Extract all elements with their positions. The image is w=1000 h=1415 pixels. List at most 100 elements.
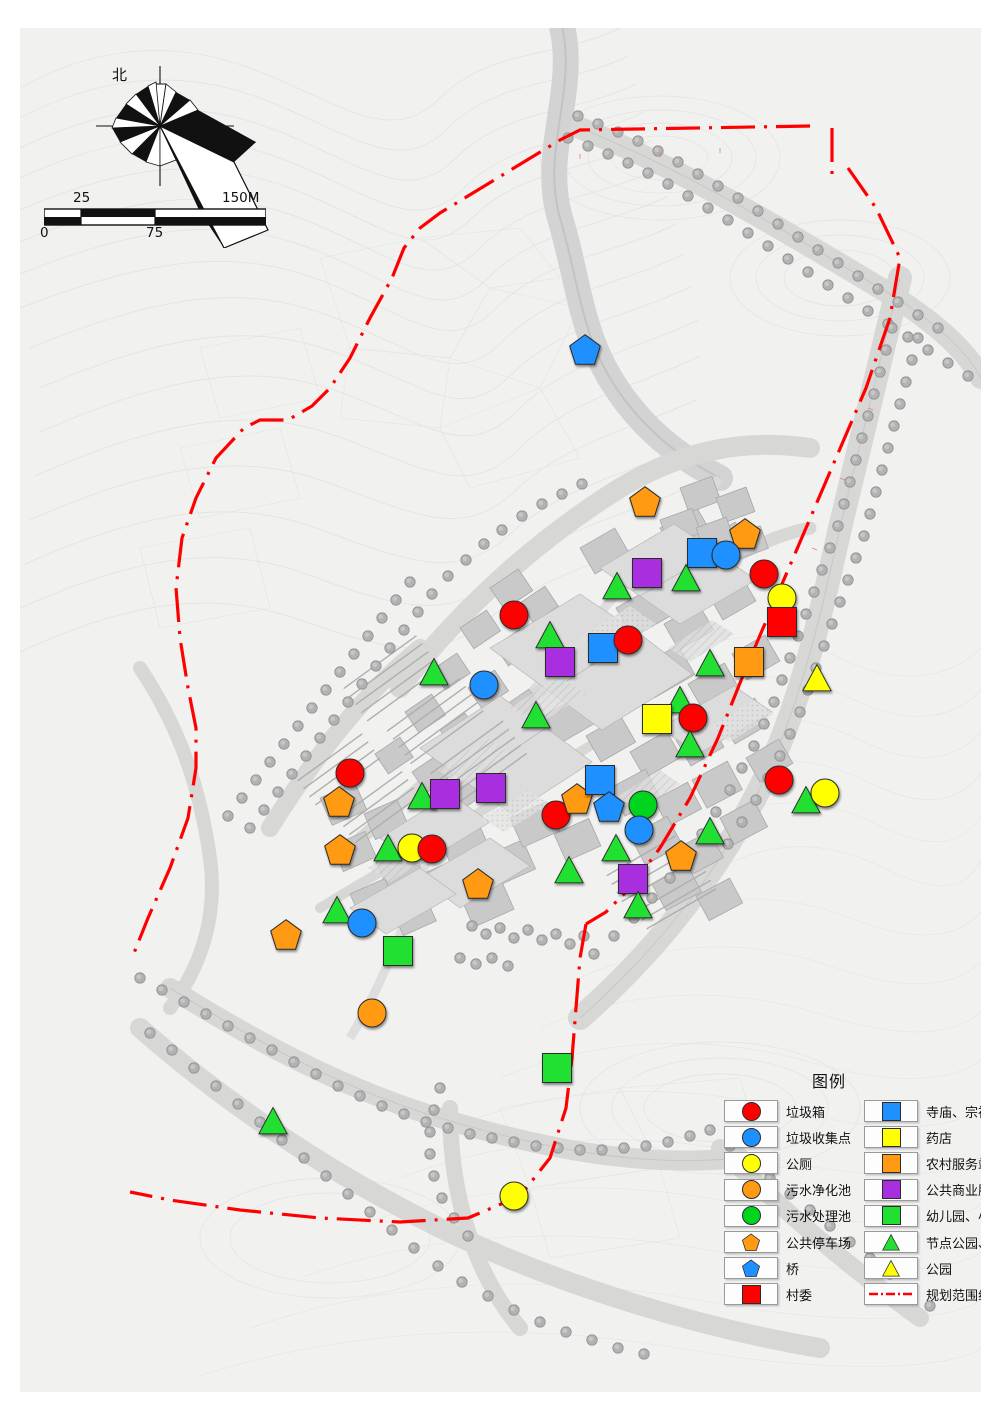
- legend-swatch-trash-bin: [724, 1100, 778, 1123]
- map-marker-kindergarten-primary-school[interactable]: [542, 1053, 572, 1083]
- legend-item-node-park-plaza[interactable]: 节点公园、广场: [864, 1229, 981, 1255]
- map-marker-node-park-plaza[interactable]: [670, 562, 702, 594]
- legend-swatch-park: [864, 1257, 918, 1280]
- map-marker-pharmacy[interactable]: [642, 704, 672, 734]
- map-marker-bridge[interactable]: [592, 790, 626, 824]
- map-marker-waste-collection-point[interactable]: [347, 908, 377, 938]
- map-marker-trash-bin[interactable]: [764, 765, 794, 795]
- map-marker-trash-bin[interactable]: [613, 625, 643, 655]
- map-marker-waste-collection-point[interactable]: [469, 670, 499, 700]
- square-icon: [881, 1153, 901, 1173]
- map-marker-temple-ancestral-hall[interactable]: [585, 765, 615, 795]
- map-marker-node-park-plaza[interactable]: [406, 780, 438, 812]
- map-marker-rural-service-station[interactable]: [734, 647, 764, 677]
- legend-item-trash-bin[interactable]: 垃圾箱: [724, 1098, 851, 1124]
- map-marker-public-parking[interactable]: [628, 485, 662, 519]
- legend-swatch-sewage-purification-tank: [724, 1178, 778, 1201]
- map-marker-kindergarten-primary-school[interactable]: [383, 936, 413, 966]
- square-icon: [741, 1284, 761, 1304]
- map-marker-node-park-plaza[interactable]: [520, 699, 552, 731]
- legend-swatch-node-park-plaza: [864, 1231, 918, 1254]
- north-label: 北: [112, 66, 128, 84]
- scale-tick-75: 75: [146, 225, 164, 241]
- square-icon: [881, 1206, 901, 1226]
- map-marker-waste-collection-point[interactable]: [624, 815, 654, 845]
- map-marker-commercial-service-point[interactable]: [545, 647, 575, 677]
- legend-item-label: 规划范围线: [926, 1288, 981, 1304]
- legend-item-label: 污水处理池: [786, 1210, 852, 1226]
- map-marker-public-toilet[interactable]: [810, 778, 840, 808]
- map-marker-public-toilet[interactable]: [499, 1181, 529, 1211]
- legend-item-waste-collection-point[interactable]: 垃圾收集点: [724, 1124, 851, 1150]
- legend-item-temple-ancestral-hall[interactable]: 寺庙、宗祠: [864, 1098, 981, 1124]
- legend-swatch-temple-ancestral-hall: [864, 1100, 918, 1123]
- map-marker-waste-collection-point[interactable]: [711, 540, 741, 570]
- legend-item-label: 垃圾收集点: [786, 1131, 852, 1147]
- map-marker-public-parking[interactable]: [269, 918, 303, 952]
- map-marker-node-park-plaza[interactable]: [622, 889, 654, 921]
- map-marker-node-park-plaza[interactable]: [674, 728, 706, 760]
- legend-item-bridge[interactable]: 桥: [724, 1255, 851, 1281]
- map-marker-public-parking[interactable]: [322, 785, 356, 819]
- legend-item-commercial-service-point[interactable]: 公共商业服务点: [864, 1177, 981, 1203]
- circle-icon: [741, 1127, 761, 1147]
- legend-item-planning-boundary-line[interactable]: 规划范围线: [864, 1281, 981, 1307]
- legend-item-label: 幼儿园、小学: [926, 1210, 981, 1226]
- map-marker-node-park-plaza[interactable]: [694, 647, 726, 679]
- map-marker-node-park-plaza[interactable]: [418, 656, 450, 688]
- map-marker-trash-bin[interactable]: [678, 703, 708, 733]
- legend-item-pharmacy[interactable]: 药店: [864, 1124, 981, 1150]
- map-marker-commercial-service-point[interactable]: [632, 558, 662, 588]
- legend-item-rural-service-station[interactable]: 农村服务站: [864, 1150, 981, 1176]
- scale-tick-150: 150M: [222, 190, 260, 206]
- map-marker-commercial-service-point[interactable]: [618, 864, 648, 894]
- map-marker-public-parking[interactable]: [323, 833, 357, 867]
- circle-icon: [741, 1101, 761, 1121]
- map-marker-trash-bin[interactable]: [335, 758, 365, 788]
- map-marker-node-park-plaza[interactable]: [694, 815, 726, 847]
- legend-swatch-pharmacy: [864, 1126, 918, 1149]
- map-marker-temple-ancestral-hall[interactable]: [588, 633, 618, 663]
- map-marker-node-park-plaza[interactable]: [372, 832, 404, 864]
- legend-item-label: 药店: [926, 1131, 953, 1147]
- legend-item-kindergarten-primary-school[interactable]: 幼儿园、小学: [864, 1203, 981, 1229]
- map-marker-park[interactable]: [801, 662, 833, 694]
- map-marker-trash-bin[interactable]: [499, 600, 529, 630]
- legend-item-sewage-purification-tank[interactable]: 污水净化池: [724, 1177, 851, 1203]
- map-marker-node-park-plaza[interactable]: [553, 854, 585, 886]
- map-marker-commercial-service-point[interactable]: [430, 779, 460, 809]
- legend-item-label: 公共停车场: [786, 1236, 852, 1252]
- map-marker-public-parking[interactable]: [461, 867, 495, 901]
- legend-item-public-parking[interactable]: 公共停车场: [724, 1229, 851, 1255]
- map-marker-node-park-plaza[interactable]: [601, 570, 633, 602]
- legend-swatch-public-parking: [724, 1231, 778, 1254]
- legend-item-village-committee[interactable]: 村委: [724, 1281, 851, 1307]
- legend-item-sewage-treatment-tank[interactable]: 污水处理池: [724, 1203, 851, 1229]
- map-marker-commercial-service-point[interactable]: [476, 773, 506, 803]
- map-marker-village-committee[interactable]: [767, 607, 797, 637]
- legend-item-label: 村委: [786, 1288, 813, 1304]
- legend-item-park[interactable]: 公园: [864, 1255, 981, 1281]
- map-marker-node-park-plaza[interactable]: [257, 1105, 289, 1137]
- map-marker-trash-bin[interactable]: [749, 559, 779, 589]
- scale-tick-0: 0: [40, 225, 49, 241]
- circle-icon: [741, 1153, 761, 1173]
- map-marker-sewage-purification-tank[interactable]: [357, 998, 387, 1028]
- map-marker-node-park-plaza[interactable]: [600, 832, 632, 864]
- circle-icon: [741, 1180, 761, 1200]
- legend-swatch-sewage-treatment-tank: [724, 1204, 778, 1227]
- square-icon: [881, 1101, 901, 1121]
- map-marker-trash-bin[interactable]: [417, 834, 447, 864]
- triangle-icon: [882, 1233, 900, 1251]
- legend-item-label: 桥: [786, 1262, 800, 1278]
- square-icon: [881, 1127, 901, 1147]
- triangle-icon: [882, 1259, 900, 1277]
- circle-icon: [741, 1206, 761, 1226]
- legend-swatch-village-committee: [724, 1283, 778, 1306]
- map-marker-public-parking[interactable]: [728, 517, 762, 551]
- map-marker-node-park-plaza[interactable]: [321, 894, 353, 926]
- map-marker-bridge[interactable]: [568, 333, 602, 367]
- legend-item-public-toilet[interactable]: 公厕: [724, 1150, 851, 1176]
- map-marker-public-parking[interactable]: [664, 839, 698, 873]
